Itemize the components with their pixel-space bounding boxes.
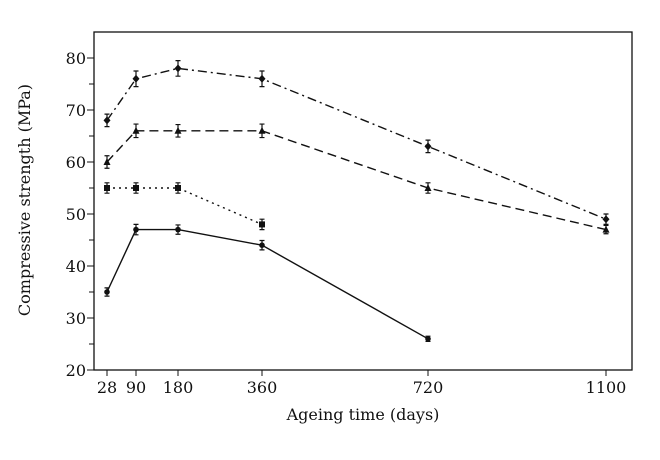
- y-axis-label: Compressive strength (MPa): [15, 84, 34, 316]
- data-point: [259, 221, 265, 228]
- plot-frame: [93, 31, 633, 371]
- data-point: [425, 336, 431, 342]
- series-dash-dot: [103, 60, 610, 225]
- data-point: [103, 116, 111, 125]
- y-tick-label: 30: [66, 309, 86, 328]
- y-tick-label: 40: [66, 257, 86, 276]
- y-tick-label: 60: [66, 153, 86, 172]
- series-dashed: [103, 123, 610, 235]
- data-point: [132, 74, 140, 83]
- data-point: [103, 158, 111, 165]
- x-tick-label: 1100: [586, 378, 627, 397]
- y-tick-label: 80: [66, 49, 86, 68]
- y-tick-label: 50: [66, 205, 86, 224]
- data-point: [133, 226, 139, 233]
- data-point: [104, 289, 110, 295]
- series-line: [106, 130, 607, 231]
- series-line: [107, 187, 263, 226]
- x-tick-label: 360: [247, 378, 278, 397]
- data-point: [175, 185, 181, 191]
- data-point: [424, 184, 432, 191]
- data-point: [258, 126, 266, 134]
- y-tick-label: 20: [66, 361, 86, 380]
- x-tick-label: 28: [97, 378, 117, 397]
- data-point: [424, 142, 432, 151]
- series-line: [106, 228, 429, 340]
- data-point: [602, 215, 610, 224]
- x-axis-label: Ageing time (days): [286, 405, 440, 424]
- data-point: [602, 225, 610, 233]
- data-point: [133, 185, 139, 191]
- data-point: [174, 64, 182, 73]
- series-solid: [104, 223, 431, 342]
- x-tick-label: 180: [163, 378, 194, 397]
- data-point: [104, 185, 110, 191]
- x-tick-label: 90: [126, 378, 146, 397]
- x-tick-label: 720: [413, 378, 444, 397]
- data-point: [132, 126, 140, 134]
- series-line: [106, 67, 607, 220]
- data-point: [175, 226, 181, 233]
- data-point: [258, 74, 266, 83]
- y-tick-label: 70: [66, 101, 86, 120]
- data-point: [259, 242, 265, 248]
- series-dotted: [104, 182, 265, 231]
- data-point: [174, 126, 182, 134]
